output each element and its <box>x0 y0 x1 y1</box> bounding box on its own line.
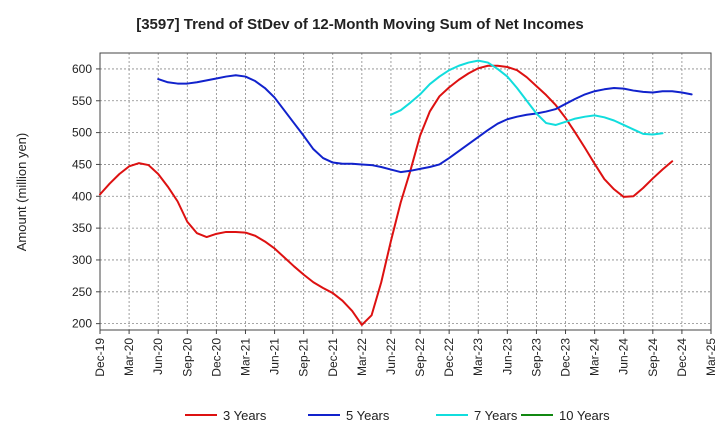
x-tick-label: Sep-22 <box>413 338 427 377</box>
x-tick-label: Mar-22 <box>355 338 369 376</box>
x-tick-label: Dec-19 <box>93 338 107 377</box>
x-tick-label: Sep-21 <box>297 338 311 377</box>
x-tick-label: Mar-21 <box>238 338 252 376</box>
legend-label-10-years: 10 Years <box>559 408 610 423</box>
y-tick-label: 400 <box>72 189 92 203</box>
x-axis-ticks: Dec-19 Mar-20 Jun-20 Sep-20 Dec-20 Mar-21 Jun-… <box>93 330 718 377</box>
plot-frame <box>99 52 712 331</box>
legend: 3 Years 5 Years 7 Years 10 Years <box>185 408 610 423</box>
chart-title: [3597] Trend of StDev of 12-Month Moving… <box>136 16 584 33</box>
x-tick-label: Mar-20 <box>122 338 136 376</box>
x-tick-label: Jun-20 <box>151 338 165 375</box>
x-tick-label: Dec-23 <box>559 338 573 377</box>
y-tick-label: 600 <box>72 62 92 76</box>
y-tick-label: 550 <box>72 94 92 108</box>
y-tick-label: 450 <box>72 157 92 171</box>
x-tick-label: Jun-24 <box>617 338 631 375</box>
series-line-3-years <box>99 64 674 326</box>
x-tick-label: Sep-23 <box>529 338 543 377</box>
legend-label-5-years: 5 Years <box>346 408 390 423</box>
x-tick-label: Jun-23 <box>500 338 514 375</box>
x-tick-label: Dec-22 <box>442 338 456 377</box>
y-tick-label: 250 <box>72 285 92 299</box>
y-tick-label: 200 <box>72 317 92 331</box>
y-tick-label: 300 <box>72 253 92 267</box>
series-line-5-years <box>157 74 693 174</box>
x-tick-label: Dec-20 <box>209 338 223 377</box>
x-tick-label: Mar-24 <box>588 338 602 376</box>
series-line-7-years <box>389 59 664 136</box>
grid-lines <box>99 53 712 330</box>
x-tick-label: Dec-24 <box>675 338 689 377</box>
x-tick-label: Sep-20 <box>180 338 194 377</box>
series-lines <box>99 59 693 326</box>
legend-label-7-years: 7 Years <box>474 408 518 423</box>
x-tick-label: Sep-24 <box>646 338 660 377</box>
x-tick-label: Mar-25 <box>704 338 718 376</box>
legend-label-3-years: 3 Years <box>223 408 267 423</box>
x-tick-label: Jun-22 <box>384 338 398 375</box>
x-tick-label: Mar-23 <box>471 338 485 376</box>
x-tick-label: Dec-21 <box>326 338 340 377</box>
x-tick-label: Jun-21 <box>268 338 282 375</box>
y-tick-label: 350 <box>72 221 92 235</box>
y-tick-label: 500 <box>72 126 92 140</box>
y-axis-ticks: 200 250 300 350 400 450 500 550 600 <box>72 62 100 331</box>
